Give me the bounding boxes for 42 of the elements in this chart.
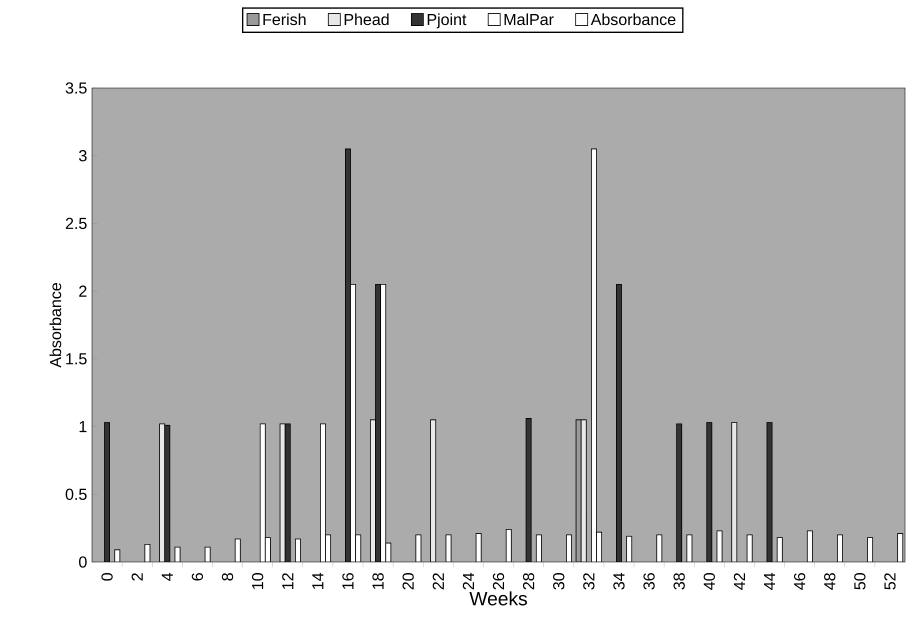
x-tick-label: 36: [643, 573, 655, 590]
legend-label: Phead: [344, 13, 389, 26]
x-tick-label: 26: [492, 573, 504, 590]
x-tick-label: 48: [824, 573, 836, 590]
x-tick-label: 16: [342, 573, 354, 589]
x-tick-label: 50: [854, 573, 866, 590]
x-tick-label: 38: [674, 573, 685, 590]
x-tick-label: 52: [884, 573, 896, 590]
y-tick-label: 0: [79, 556, 87, 568]
x-tick-label: 32: [583, 573, 594, 590]
x-tick-label: 20: [402, 573, 414, 590]
y-tick-label: 3.5: [66, 82, 87, 94]
x-tick-label: 34: [613, 572, 625, 590]
legend-label: Pjoint: [428, 13, 466, 28]
x-axis-title: Weeks: [469, 591, 527, 606]
y-tick-label: 0.5: [66, 488, 87, 500]
x-tick-label: 18: [372, 573, 384, 589]
x-tick-label: 10: [252, 573, 264, 589]
y-tick-label: 2.5: [66, 218, 87, 230]
x-tick-label: 2: [132, 573, 143, 581]
legend-label: MalPar: [504, 13, 554, 26]
legend-label: Absorbance: [590, 13, 676, 26]
x-tick-label: 14: [312, 572, 324, 589]
x-tick-label: 40: [704, 573, 715, 590]
x-tick-label: 30: [553, 573, 564, 590]
y-tick-label: 2: [79, 286, 86, 297]
x-tick-label: 24: [462, 572, 474, 590]
x-tick-label: 8: [222, 573, 234, 581]
y-axis-title: Absorbance: [49, 283, 62, 368]
x-tick-label: 4: [162, 572, 173, 581]
x-tick-label: 0: [101, 573, 113, 581]
x-tick-label: 44: [764, 572, 776, 590]
y-tick-label: 3: [79, 150, 87, 162]
legend-label: Ferish: [263, 13, 306, 26]
x-tick-label: 6: [192, 573, 204, 580]
x-tick-label: 46: [794, 573, 806, 590]
x-tick-label: 12: [282, 573, 294, 589]
x-tick-label: 22: [432, 573, 444, 590]
x-tick-label: 28: [522, 573, 534, 590]
x-tick-label: 42: [734, 573, 745, 590]
y-tick-label: 1: [80, 421, 87, 432]
y-tick-label: 1.5: [66, 353, 87, 364]
